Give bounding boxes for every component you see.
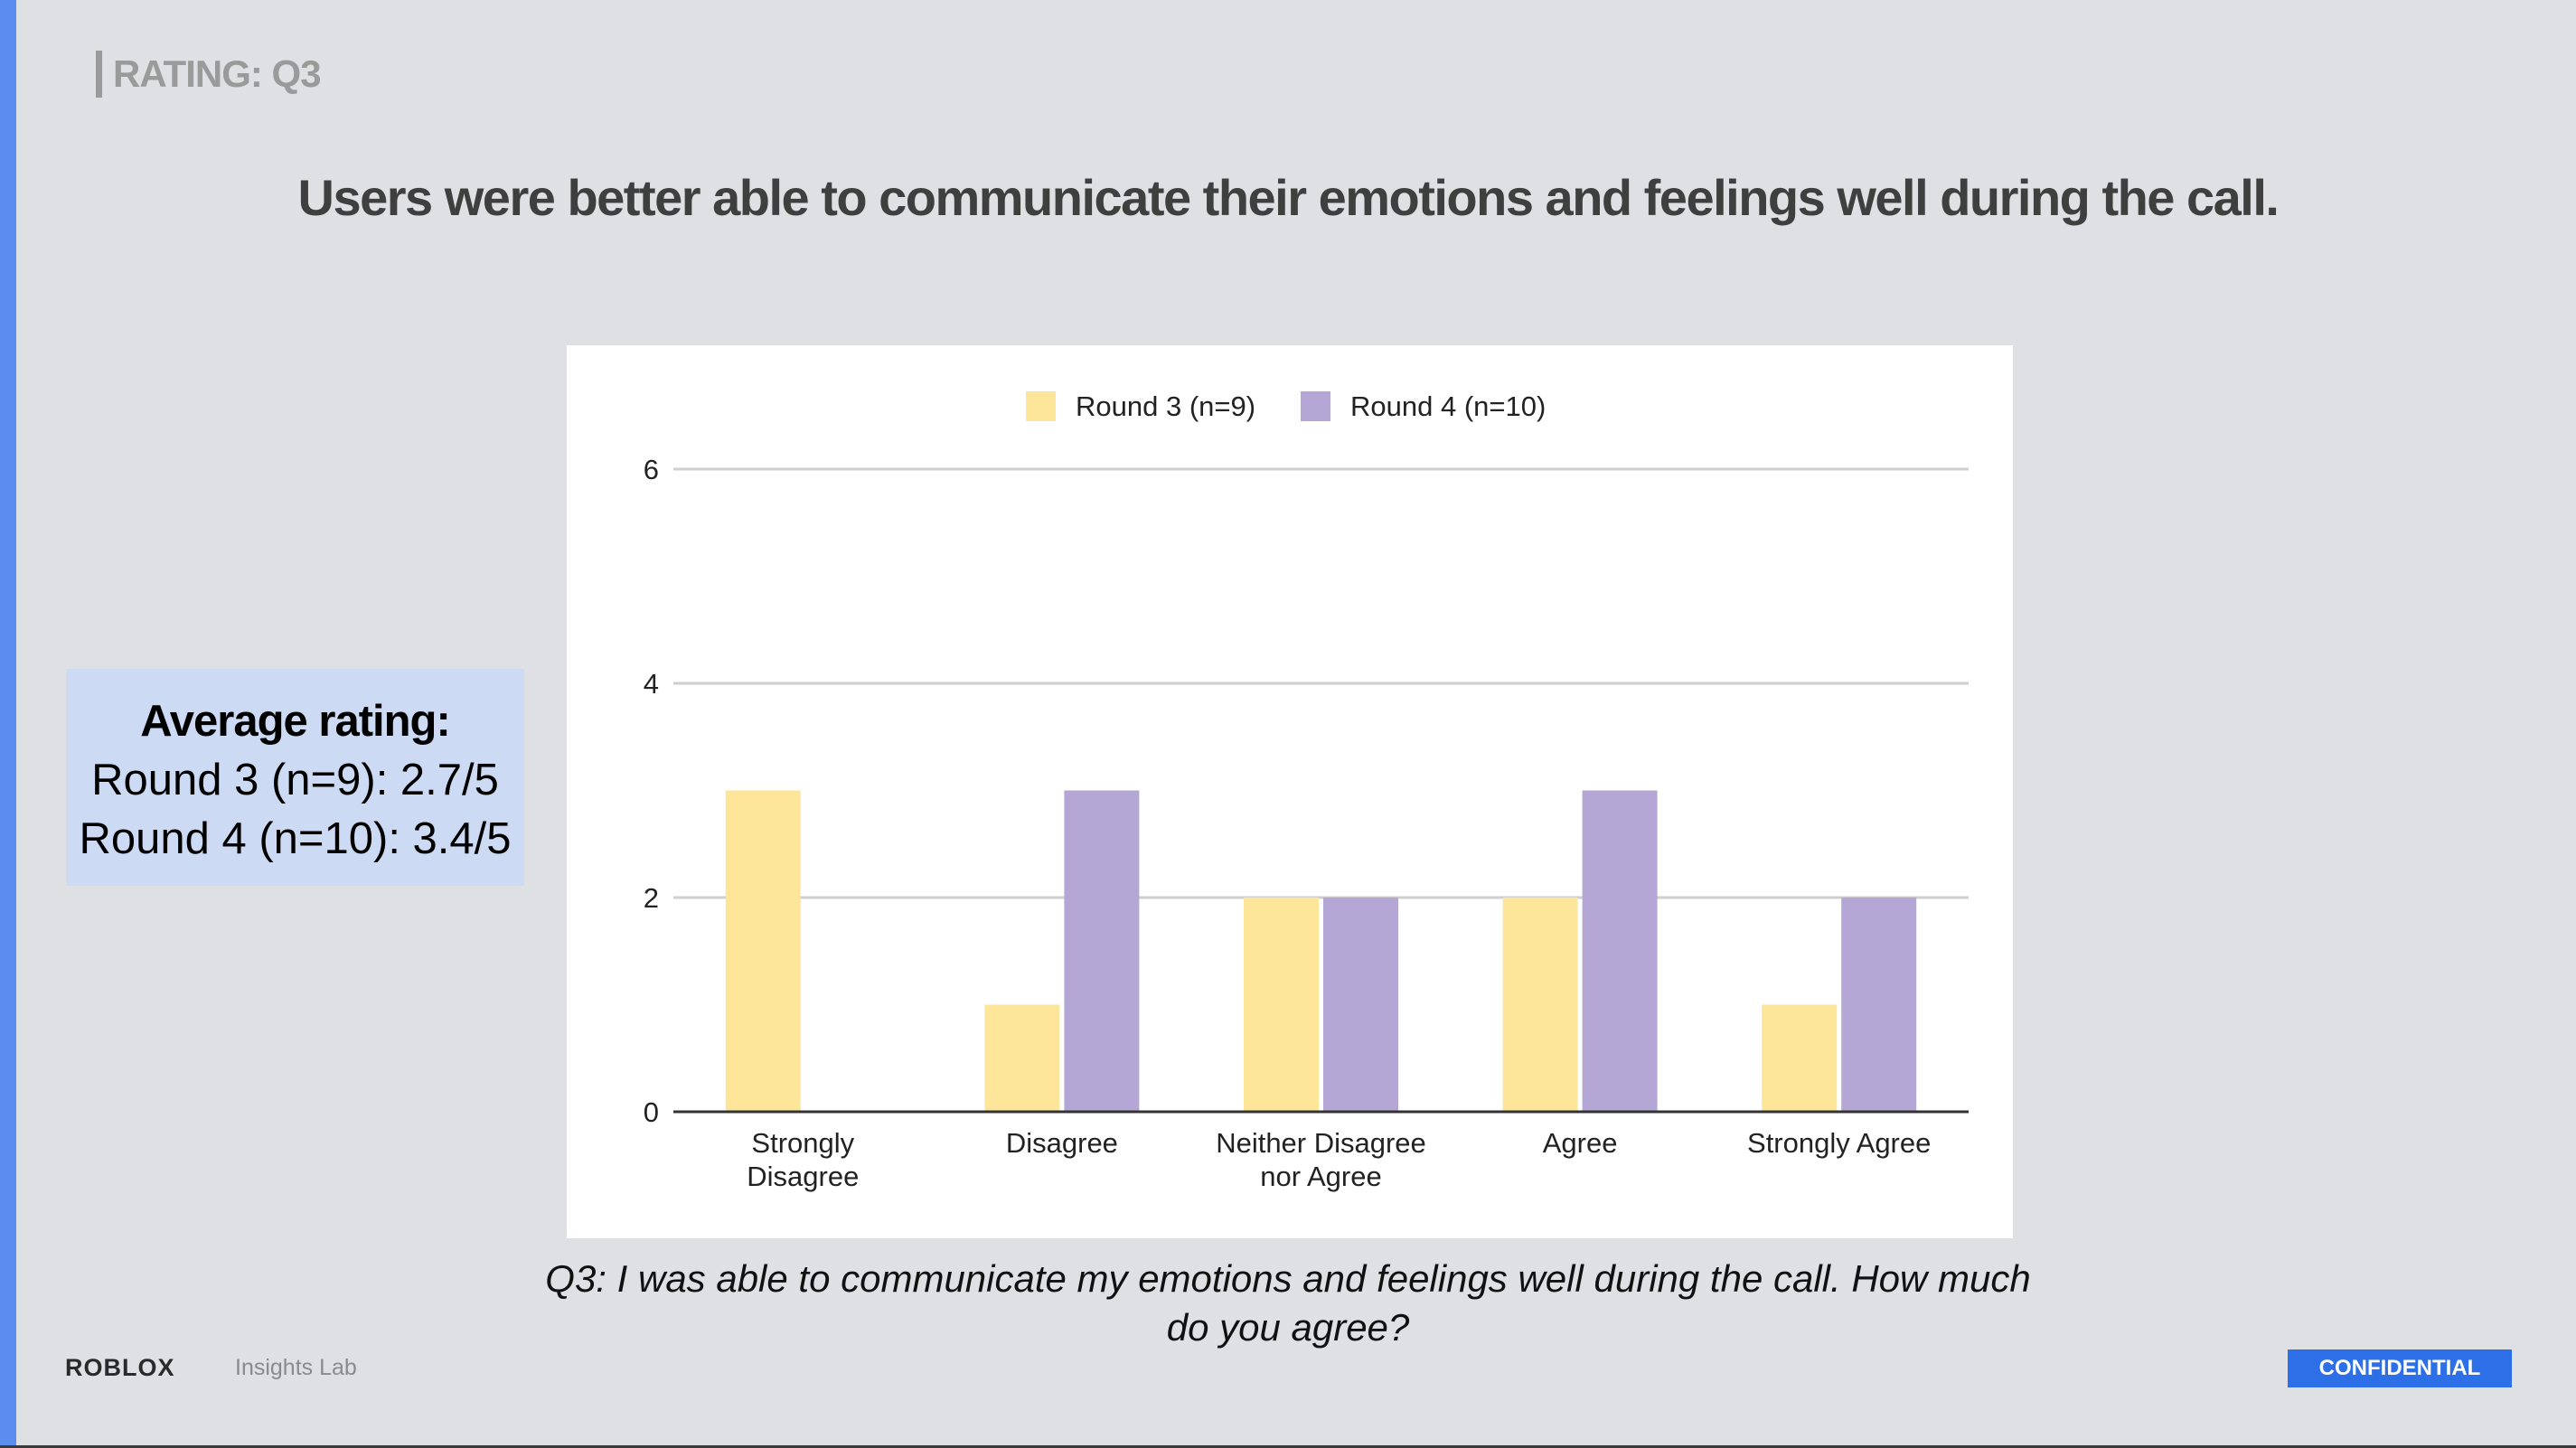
average-rating-title: Average rating:	[140, 697, 451, 746]
bar	[1502, 898, 1578, 1112]
x-category-label: Strongly	[751, 1127, 854, 1159]
average-rating-round4: Round 4 (n=10): 3.4/5	[79, 814, 512, 863]
bottom-border	[0, 1445, 2576, 1448]
bar	[725, 790, 801, 1112]
insights-lab-label: Insights Lab	[235, 1355, 357, 1380]
x-category-label: nor Agree	[1260, 1161, 1381, 1192]
x-category-label: Neither Disagree	[1216, 1127, 1426, 1159]
y-tick-label: 4	[644, 668, 659, 700]
accent-stripe	[0, 0, 16, 1448]
legend-swatch	[1301, 391, 1330, 421]
bar	[1064, 790, 1140, 1112]
legend-label: Round 3 (n=9)	[1076, 390, 1255, 422]
x-category-label: Agree	[1543, 1127, 1618, 1159]
x-category-label: Disagree	[1006, 1127, 1118, 1159]
legend-swatch	[1026, 391, 1056, 421]
question-line-1: Q3: I was able to communicate my emotion…	[545, 1257, 2031, 1300]
bar	[1582, 790, 1658, 1112]
slide-headline: Users were better able to communicate th…	[297, 169, 2280, 226]
y-tick-label: 2	[644, 882, 659, 914]
x-category-label: Disagree	[747, 1161, 859, 1192]
confidential-badge: CONFIDENTIAL	[2288, 1349, 2512, 1387]
question-text: Q3: I was able to communicate my emotion…	[0, 1255, 2576, 1352]
bar	[984, 1004, 1060, 1112]
legend-label: Round 4 (n=10)	[1350, 390, 1546, 422]
y-tick-label: 6	[644, 454, 659, 485]
average-rating-round3: Round 3 (n=9): 2.7/5	[91, 756, 499, 804]
bar	[1244, 898, 1319, 1112]
roblox-logo: ROBLOX	[65, 1354, 175, 1381]
bar	[1841, 898, 1917, 1112]
average-rating-box: Average rating: Round 3 (n=9): 2.7/5 Rou…	[66, 669, 524, 886]
x-category-label: Strongly Agree	[1747, 1127, 1931, 1159]
question-line-2: do you agree?	[1166, 1306, 1410, 1349]
y-tick-label: 0	[644, 1096, 659, 1128]
chart-card: 0 2 4 6 Strongly Disagree Disagree Neither Disa…	[567, 345, 2013, 1238]
bar	[1762, 1004, 1838, 1112]
bar	[1323, 898, 1398, 1112]
section-tag: RATING: Q3	[96, 51, 322, 98]
